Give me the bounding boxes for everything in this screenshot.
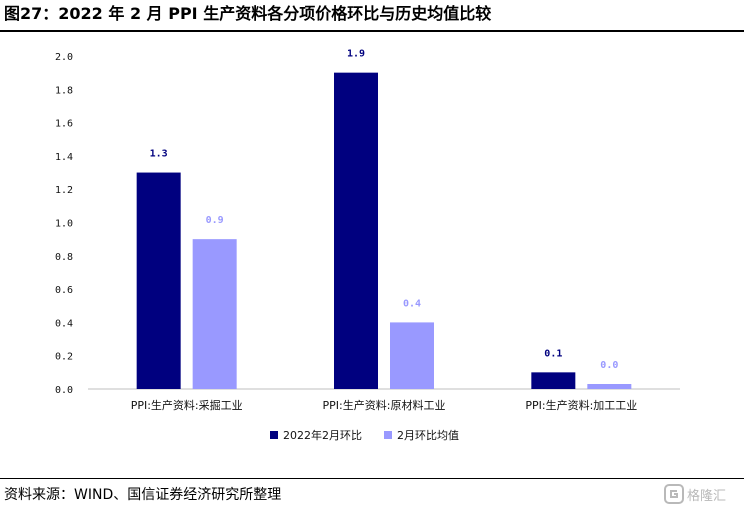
y-tick-label: 0.8 [55, 252, 73, 263]
y-tick-label: 1.2 [55, 185, 73, 196]
data-label: 0.0 [600, 360, 618, 371]
title-rule [0, 30, 744, 32]
y-tick-label: 0.0 [55, 385, 73, 396]
bar [587, 384, 632, 389]
bar [136, 172, 181, 389]
bar-chart: 0.0 0.2 0.4 0.6 0.8 1.0 1.2 1.4 1.6 1.8 2.0 1.3 0.9 P… [55, 49, 680, 442]
bar [390, 322, 434, 389]
y-tick-label: 0.2 [55, 352, 73, 363]
y-tick-label: 1.8 [55, 85, 73, 96]
data-label: 1.9 [347, 49, 365, 60]
y-tick-label: 1.4 [55, 152, 73, 163]
bar [531, 372, 576, 389]
y-tick-label: 0.6 [55, 285, 73, 296]
bar [192, 239, 237, 389]
legend-swatch [270, 431, 278, 439]
legend-swatch [384, 431, 392, 439]
y-tick-label: 1.0 [55, 219, 73, 230]
y-tick-label: 2.0 [55, 52, 73, 63]
y-tick-label: 1.6 [55, 119, 73, 130]
legend-label: 2022年2月环比 [283, 428, 362, 442]
legend-label: 2月环比均值 [397, 429, 459, 442]
data-label: 1.3 [150, 149, 168, 160]
watermark-logo-icon [664, 484, 684, 504]
category-label: PPI:生产资料:采掘工业 [131, 398, 243, 412]
category-label: PPI:生产资料:加工工业 [525, 398, 637, 412]
data-label: 0.1 [544, 348, 562, 359]
watermark: 格隆汇 [664, 482, 726, 506]
watermark-text: 格隆汇 [687, 488, 727, 504]
data-label: 0.4 [403, 298, 421, 309]
bar [334, 72, 378, 390]
data-label: 0.9 [206, 215, 224, 226]
footer-rule [0, 478, 744, 479]
y-tick-label: 0.4 [55, 318, 73, 329]
category-label: PPI:生产资料:原材料工业 [323, 398, 446, 412]
source-note: 资料来源：WIND、国信证券经济研究所整理 [4, 487, 282, 503]
chart-title: 图27：2022 年 2 月 PPI 生产资料各分项价格环比与历史均值比较 [4, 4, 492, 23]
